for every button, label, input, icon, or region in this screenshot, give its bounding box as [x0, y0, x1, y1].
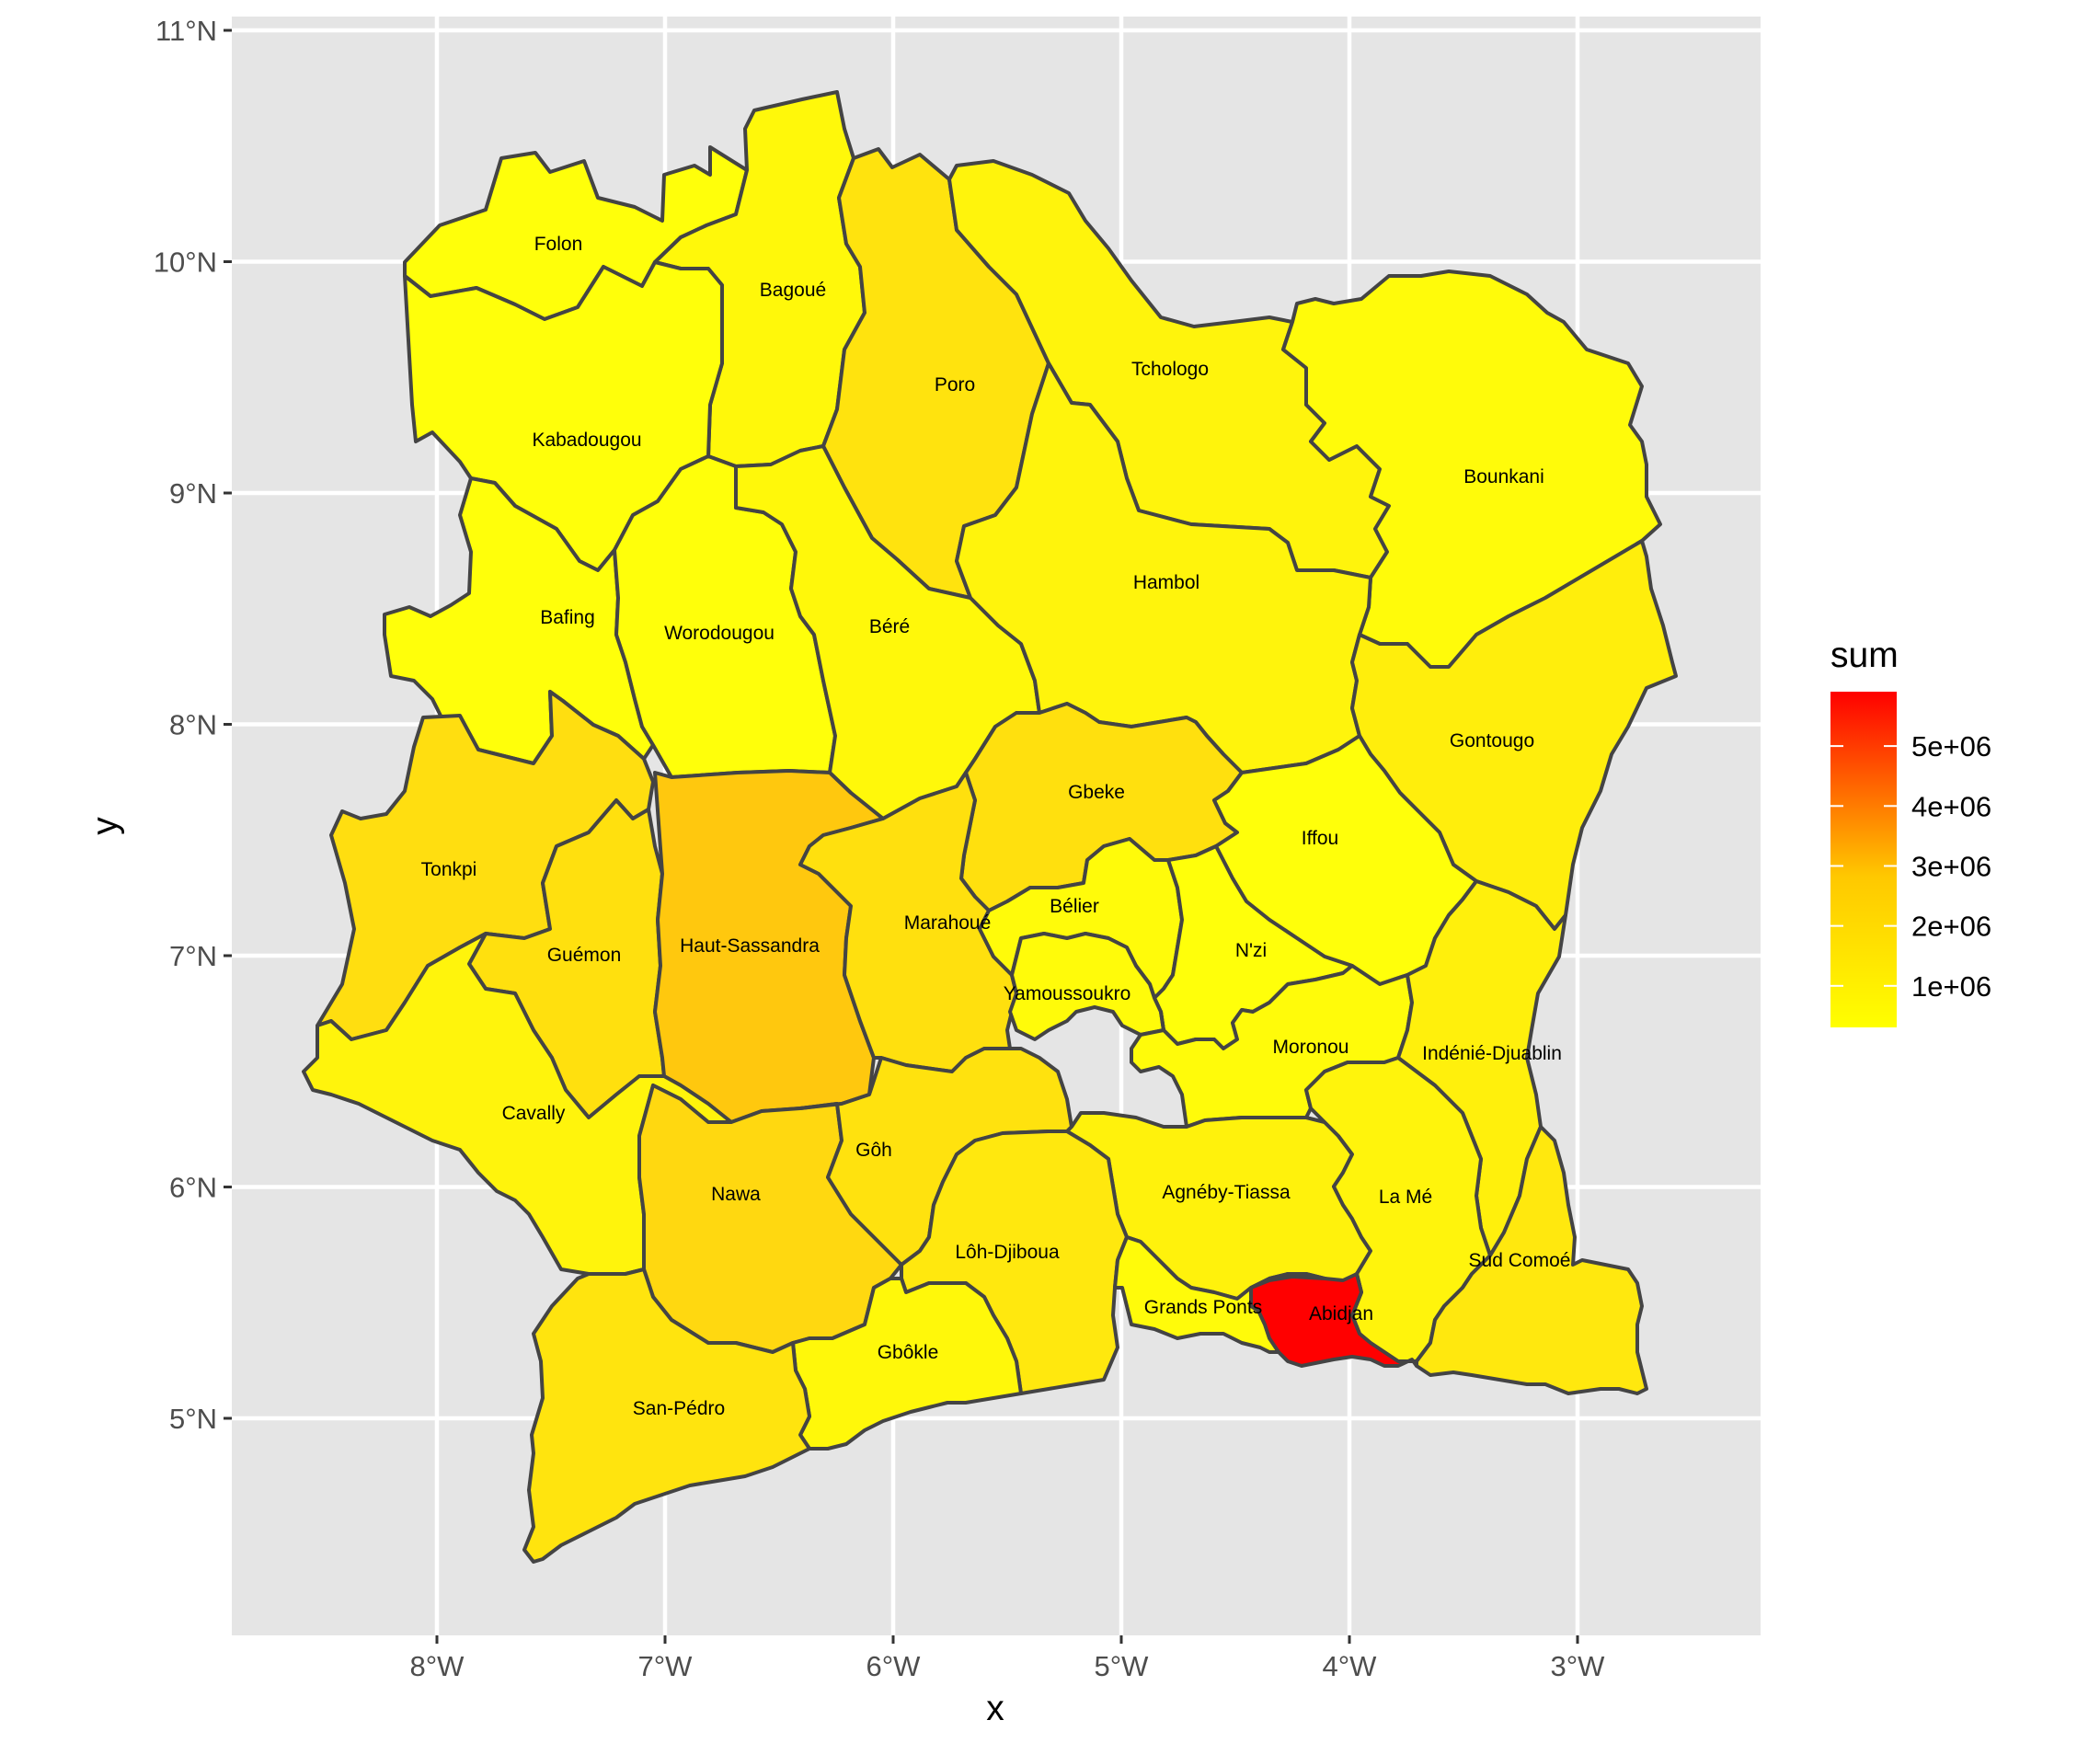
region-label: Tchologo	[1131, 359, 1209, 380]
region-label: N'zi	[1235, 940, 1267, 961]
region-label: Poro	[935, 374, 975, 396]
region-label: Sud Comoé	[1469, 1250, 1571, 1271]
region-label: Moronou	[1273, 1037, 1349, 1058]
legend-label: 4e+06	[1911, 790, 1991, 822]
region-label: Abidjan	[1309, 1303, 1373, 1324]
y-tick-label: 7°N	[169, 940, 217, 972]
legend-label: 1e+06	[1911, 970, 1991, 1003]
region-label: Indénié-Djuablin	[1422, 1043, 1562, 1064]
region-label: Gbôkle	[878, 1342, 939, 1363]
region-label: Gbeke	[1068, 782, 1125, 803]
region-label: Haut-Sassandra	[680, 935, 820, 957]
x-tick-label: 6°W	[866, 1650, 922, 1682]
legend-label: 2e+06	[1911, 911, 1991, 943]
region-label: Hambol	[1133, 572, 1199, 593]
y-tick-label: 8°N	[169, 709, 217, 741]
x-tick-label: 3°W	[1551, 1650, 1606, 1682]
y-tick-label: 5°N	[169, 1403, 217, 1435]
region-label: Guémon	[547, 945, 622, 966]
regions	[302, 90, 1678, 1564]
region-label: Yamoussoukro	[1004, 983, 1131, 1004]
x-tick-label: 4°W	[1323, 1650, 1378, 1682]
region-label: Agnéby-Tiassa	[1162, 1182, 1291, 1203]
region-label: Folon	[534, 234, 583, 255]
region-labels: Folon Bagoué Poro Tchologo Bounkani Kaba…	[421, 234, 1571, 1419]
legend-title: sum	[1830, 636, 1899, 675]
region-label: Cavally	[502, 1103, 566, 1124]
region-label: Bagoué	[760, 280, 826, 301]
region-label: Gontougo	[1450, 730, 1534, 751]
region-label: Gôh	[855, 1140, 892, 1161]
axes: 8°W 7°W 6°W 5°W 4°W 3°W 5°N 6°N 7°N 8°N 9°N 10°N 11°…	[154, 15, 1605, 1682]
region-loh-djiboua[interactable]	[900, 1130, 1129, 1395]
region-abidjan[interactable]	[1249, 1272, 1418, 1368]
legend-ticks: 5e+06 4e+06 3e+06 2e+06 1e+06	[1830, 730, 1991, 1003]
region-label: Worodougou	[664, 623, 775, 644]
legend-colorbar	[1830, 692, 1897, 1027]
region-label: Marahoué	[904, 912, 992, 934]
y-tick-label: 9°N	[169, 477, 217, 510]
region-label: San-Pédro	[633, 1398, 725, 1419]
x-tick-label: 8°W	[410, 1650, 465, 1682]
x-tick-label: 5°W	[1095, 1650, 1150, 1682]
y-tick-label: 10°N	[154, 247, 217, 279]
region-label: Bélier	[1050, 896, 1099, 917]
region-label: Lôh-Djiboua	[955, 1242, 1060, 1263]
region-sud-comoe[interactable]	[1415, 1125, 1648, 1395]
y-tick-label: 11°N	[155, 15, 217, 47]
y-tick-label: 6°N	[169, 1172, 217, 1204]
region-label: La Mé	[1379, 1187, 1432, 1208]
region-label: Grands Ponts	[1144, 1297, 1262, 1318]
region-san-pedro[interactable]	[522, 1267, 811, 1564]
region-label: Béré	[869, 616, 910, 637]
legend-label: 3e+06	[1911, 850, 1991, 882]
region-label: Kabadougou	[532, 430, 641, 451]
y-axis-title: y	[86, 817, 125, 835]
region-label: Iffou	[1302, 828, 1338, 849]
x-tick-label: 7°W	[638, 1650, 694, 1682]
region-label: Tonkpi	[421, 859, 477, 880]
legend-label: 5e+06	[1911, 730, 1991, 763]
legend: sum 5e+06 4e+06 3e+06 2e+06 1e+06	[1830, 636, 1991, 1027]
region-label: Bounkani	[1463, 466, 1544, 487]
region-label: Bafing	[540, 607, 595, 628]
x-axis-title: x	[986, 1689, 1004, 1728]
region-label: Nawa	[711, 1184, 761, 1205]
